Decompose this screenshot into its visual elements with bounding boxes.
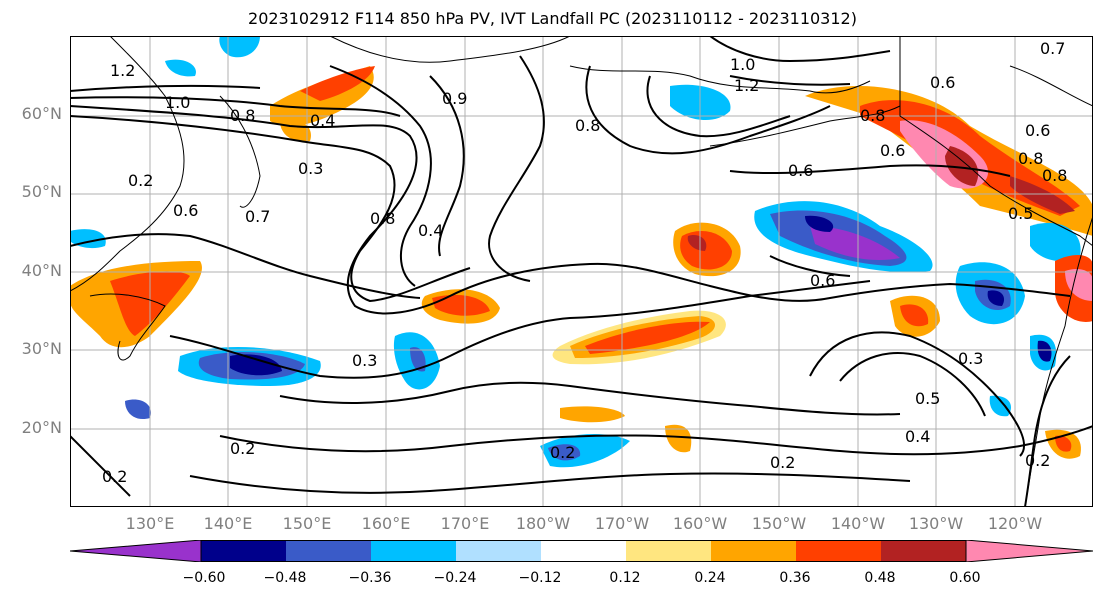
contour-label: 0.7 — [245, 207, 270, 226]
lat-label: 50°N — [21, 182, 62, 201]
lat-label: 60°N — [21, 104, 62, 123]
contour-label: 0.6 — [173, 201, 198, 220]
contour-label: 0.6 — [788, 161, 813, 180]
lon-label: 170°W — [594, 514, 650, 533]
colorbar — [70, 540, 1093, 562]
colorbar-segment — [70, 540, 202, 562]
contour-label: 0.3 — [352, 351, 377, 370]
lon-label: 180°W — [515, 514, 571, 533]
colorbar-tick-label: 0.60 — [949, 570, 981, 586]
colorbar-segment — [965, 540, 1093, 562]
colorbar-tick-label: −0.60 — [182, 570, 226, 586]
contour-label: 0.5 — [1008, 204, 1033, 223]
contour-label: 0.2 — [550, 443, 575, 462]
contour-label: 0.8 — [860, 106, 885, 125]
lon-label: 130°W — [908, 514, 964, 533]
contour-label: 0.2 — [230, 439, 255, 458]
lon-label: 140°W — [830, 514, 886, 533]
lon-label: 170°E — [440, 514, 490, 533]
colorbar-segment — [456, 540, 541, 562]
contour-label: 0.8 — [575, 116, 600, 135]
lon-label: 120°W — [987, 514, 1043, 533]
contour-label: 0.7 — [1040, 39, 1065, 58]
contour-label: 0.8 — [1018, 149, 1043, 168]
colorbar-segment — [371, 540, 456, 562]
contour-label: 1.2 — [734, 76, 759, 95]
colorbar-segment — [286, 540, 371, 562]
contour-label: 0.8 — [1042, 166, 1067, 185]
colorbar-border — [200, 540, 967, 562]
lon-label: 140°E — [203, 514, 253, 533]
colorbar-tick-label: −0.48 — [263, 570, 307, 586]
colorbar-segment — [201, 540, 286, 562]
map-panel: 1.2 1.0 0.8 0.4 0.3 0.2 0.7 0.6 0.8 0.4 … — [70, 36, 1093, 507]
contour-label: 1.2 — [110, 61, 135, 80]
contour-label: 0.4 — [905, 427, 930, 446]
colorbar-tick-label: 0.48 — [864, 570, 896, 586]
colorbar-segment — [541, 540, 626, 562]
colorbar-segment — [711, 540, 796, 562]
colorbar-segment — [796, 540, 881, 562]
contour-label: 0.2 — [128, 171, 153, 190]
lon-label: 130°E — [125, 514, 175, 533]
colorbar-tick-label: 0.24 — [694, 570, 726, 586]
contour-label-layer: 1.2 1.0 0.8 0.4 0.3 0.2 0.7 0.6 0.8 0.4 … — [102, 39, 1067, 486]
contour-label: 0.8 — [370, 209, 395, 228]
contour-label: 0.8 — [230, 106, 255, 125]
contour-label: 0.4 — [310, 111, 335, 130]
contour-label: 0.6 — [930, 73, 955, 92]
contour-label: 0.5 — [915, 389, 940, 408]
colorbar-tick-label: 0.36 — [779, 570, 811, 586]
contour-label: 0.3 — [958, 349, 983, 368]
lat-label: 30°N — [21, 339, 62, 358]
contour-label: 0.6 — [880, 141, 905, 160]
contour-label: 0.3 — [298, 159, 323, 178]
colorbar-tick-label: −0.24 — [433, 570, 477, 586]
colorbar-segment — [626, 540, 711, 562]
lon-label: 160°E — [361, 514, 411, 533]
lon-label: 160°W — [672, 514, 728, 533]
contour-label: 0.2 — [1025, 451, 1050, 470]
lat-label: 20°N — [21, 418, 62, 437]
contour-label: 1.0 — [165, 93, 190, 112]
contour-label: 0.6 — [810, 271, 835, 290]
colorbar-segment — [881, 540, 966, 562]
contour-label: 0.2 — [770, 453, 795, 472]
colorbar-tick-label: −0.36 — [348, 570, 392, 586]
lon-label: 150°W — [751, 514, 807, 533]
pv-contours — [70, 36, 1093, 507]
contour-label: 0.2 — [102, 467, 127, 486]
colorbar-tick-label: 0.12 — [609, 570, 641, 586]
contour-label: 1.0 — [730, 55, 755, 74]
contour-label: 0.4 — [418, 221, 443, 240]
contour-label: 0.9 — [442, 89, 467, 108]
pc-shading — [70, 36, 1093, 468]
colorbar-tick-label: −0.12 — [518, 570, 562, 586]
lon-label: 150°E — [282, 514, 332, 533]
plot-title: 2023102912 F114 850 hPa PV, IVT Landfall… — [248, 9, 857, 28]
contour-label: 0.6 — [1025, 121, 1050, 140]
lat-label: 40°N — [21, 261, 62, 280]
